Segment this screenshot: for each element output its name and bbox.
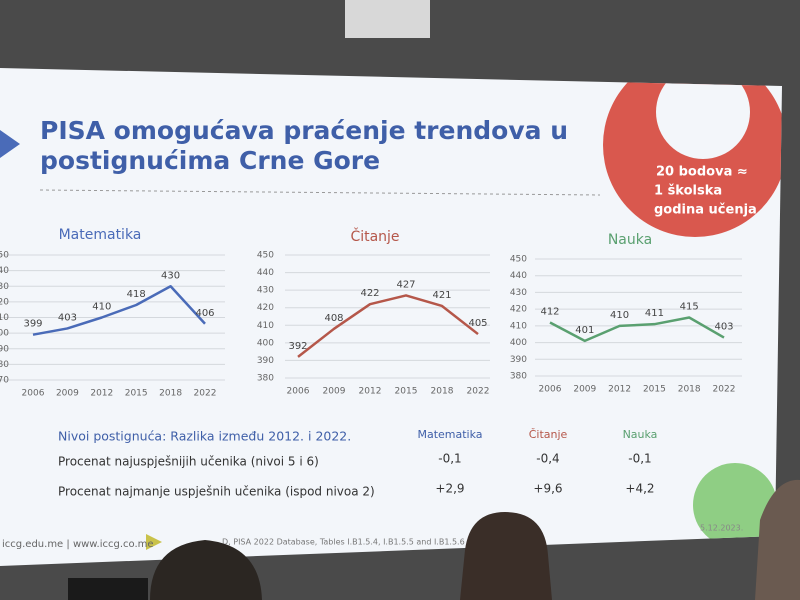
arrow-icon [0, 130, 20, 158]
y-tick-label: 370 [0, 376, 9, 386]
y-tick-label: 440 [510, 271, 527, 281]
projector [345, 0, 430, 38]
cell: -0,1 [628, 452, 651, 466]
y-tick-label: 430 [510, 288, 527, 298]
row-label: Procenat najuspješnijih učenika (nivoi 5… [58, 455, 319, 469]
table-header: Nivoi postignuća: Razlika između 2012. i… [58, 429, 351, 444]
y-tick-label: 430 [257, 286, 274, 296]
data-label: 410 [92, 302, 111, 313]
column-header: Matematika [417, 428, 482, 441]
person-3 [755, 479, 800, 600]
badge-text: godina učenja [654, 203, 757, 218]
line [297, 294, 479, 358]
microphone [68, 578, 148, 600]
y-tick-label: 420 [0, 297, 9, 307]
y-tick-label: 390 [510, 355, 527, 365]
y-tick-label: 400 [257, 338, 274, 348]
data-label: 427 [396, 279, 415, 290]
x-tick-label: 2012 [608, 385, 631, 395]
x-tick-label: 2022 [467, 387, 490, 397]
data-label: 411 [645, 308, 664, 319]
y-tick-label: 450 [0, 251, 9, 261]
y-tick-label: 380 [510, 372, 527, 382]
footer-icon [146, 534, 162, 550]
y-tick-label: 390 [257, 356, 274, 366]
cell: -0,1 [438, 452, 461, 466]
slide-title: PISA omogućava praćenje trendova u [40, 116, 568, 145]
x-tick-label: 2015 [395, 387, 418, 397]
x-tick-label: 2006 [22, 389, 45, 399]
data-label: 430 [161, 270, 180, 281]
slide-title: postignućima Crne Gore [40, 146, 380, 175]
data-label: 415 [680, 302, 699, 313]
data-label: 405 [468, 318, 487, 329]
cell: +2,9 [435, 482, 464, 496]
footer: iccg.edu.me | www.iccg.co.me [2, 539, 154, 550]
data-label: 421 [432, 290, 451, 301]
chart-title: Nauka [608, 232, 652, 248]
x-tick-label: 2015 [125, 389, 148, 399]
line [549, 316, 725, 343]
y-tick-label: 420 [510, 305, 527, 315]
cell: +9,6 [533, 482, 562, 496]
cell: -0,4 [536, 452, 559, 466]
source: D, PISA 2022 Database, Tables I.B1.5.4, … [222, 538, 465, 547]
y-tick-label: 390 [0, 344, 9, 354]
data-label: 401 [575, 325, 594, 336]
chart-title: Čitanje [350, 227, 399, 245]
y-tick-label: 440 [257, 268, 274, 278]
y-tick-label: 430 [0, 282, 9, 292]
x-tick-label: 2018 [678, 385, 701, 395]
data-label: 418 [127, 289, 146, 300]
x-tick-label: 2009 [573, 385, 596, 395]
data-label: 403 [714, 322, 733, 333]
x-tick-label: 2009 [56, 389, 79, 399]
data-label: 410 [610, 310, 629, 321]
data-label: 412 [540, 307, 559, 318]
person-1 [150, 540, 262, 600]
chart-title: Matematika [59, 227, 142, 243]
data-label: 422 [360, 288, 379, 299]
slide: PISA omogućava praćenje trendova upostig… [0, 68, 782, 566]
cell: +4,2 [625, 482, 654, 496]
y-tick-label: 410 [257, 321, 274, 331]
data-label: 408 [324, 313, 343, 324]
person-2 [460, 512, 552, 600]
x-tick-label: 2018 [159, 389, 182, 399]
date: 5.12.2023. [700, 524, 743, 533]
x-tick-label: 2012 [90, 389, 113, 399]
x-tick-label: 2012 [359, 387, 382, 397]
x-tick-label: 2022 [194, 389, 217, 399]
y-tick-label: 400 [0, 329, 9, 339]
row-label: Procenat najmanje uspješnih učenika (isp… [58, 485, 375, 499]
line [32, 285, 206, 336]
y-tick-label: 410 [0, 313, 9, 323]
y-tick-label: 420 [257, 303, 274, 313]
deco-circle [693, 463, 777, 547]
y-tick-label: 400 [510, 338, 527, 348]
data-label: 399 [23, 319, 42, 330]
badge-text: 1 školska [654, 184, 722, 199]
x-tick-label: 2022 [713, 385, 736, 395]
y-tick-label: 450 [510, 255, 527, 265]
y-tick-label: 380 [0, 360, 9, 370]
y-tick-label: 410 [510, 321, 527, 331]
x-tick-label: 2015 [643, 385, 666, 395]
y-tick-label: 380 [257, 374, 274, 384]
x-tick-label: 2006 [539, 385, 562, 395]
x-tick-label: 2006 [287, 387, 310, 397]
y-tick-label: 440 [0, 266, 9, 276]
x-tick-label: 2009 [323, 387, 346, 397]
y-tick-label: 450 [257, 251, 274, 261]
data-label: 392 [288, 341, 307, 352]
column-header: Čitanje [529, 428, 568, 441]
data-label: 403 [58, 312, 77, 323]
data-label: 406 [195, 308, 214, 319]
badge-hole [656, 68, 750, 159]
column-header: Nauka [623, 428, 658, 441]
badge-text: 20 bodova ≈ [656, 165, 748, 180]
x-tick-label: 2018 [431, 387, 454, 397]
